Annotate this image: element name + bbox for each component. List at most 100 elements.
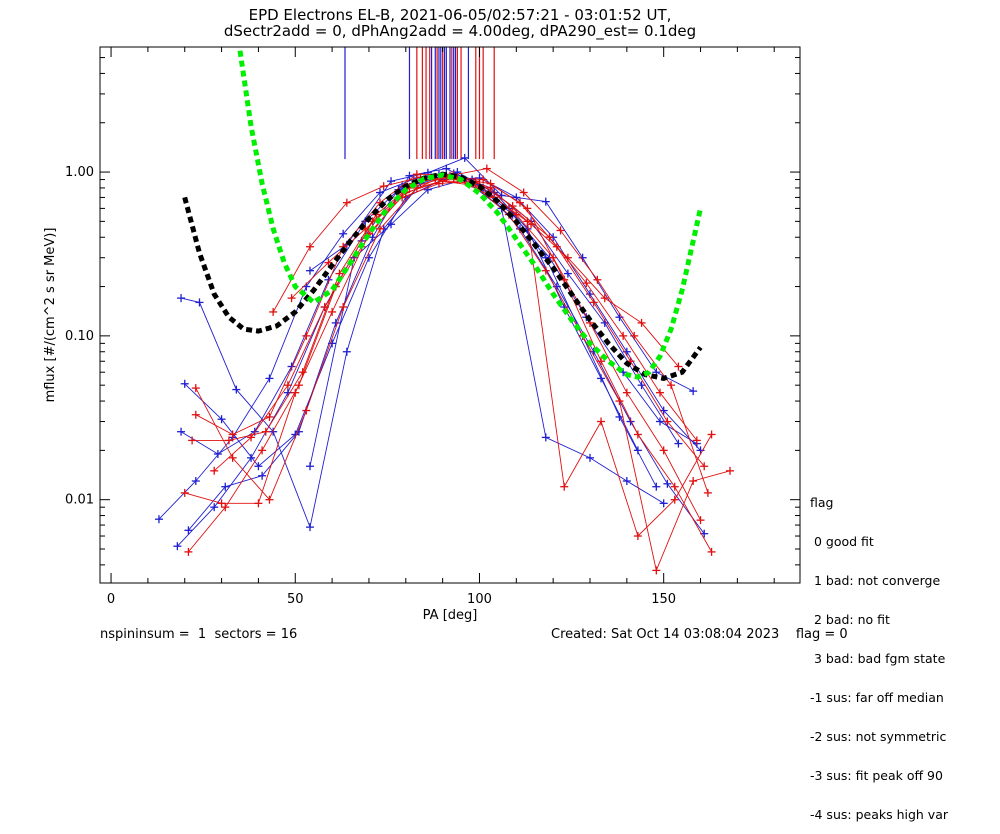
data-point (339, 303, 348, 312)
data-point (519, 188, 528, 197)
data-point (434, 179, 443, 188)
chart-title-line-2: dSectr2add = 0, dPhAng2add = 4.00deg, dP… (223, 22, 697, 40)
data-point (258, 471, 267, 480)
data-point (674, 439, 683, 448)
data-point (656, 388, 664, 397)
data-point (541, 266, 550, 275)
data-point (342, 198, 351, 207)
x-tick-label: 150 (651, 592, 676, 607)
data-point (689, 387, 698, 396)
chart-plot: 0 50 100 150 0.01 0.10 1.00 PA [deg] mflux [#/… (43, 46, 801, 623)
data-point (633, 430, 642, 439)
data-point (637, 381, 646, 390)
y-tick-label: 0.01 (65, 493, 94, 508)
data-point (700, 462, 709, 471)
legend-item: -3 sus: fit peak off 90 (810, 768, 943, 783)
chart-title-line-1: EPD Electrons EL-B, 2021-06-05/02:57:21 … (248, 6, 672, 24)
data-point (667, 381, 676, 390)
data-point (512, 210, 521, 219)
data-point (177, 294, 186, 303)
fit-curve-black (182, 171, 703, 381)
data-point (707, 430, 716, 439)
data-point (221, 482, 230, 491)
data-point (339, 229, 348, 238)
data-point (622, 477, 631, 486)
data-point (265, 374, 274, 383)
data-point (254, 462, 263, 471)
data-point (387, 177, 396, 186)
data-point (556, 226, 565, 235)
legend-item: -2 sus: not symmetric (810, 729, 947, 744)
data-point (232, 385, 241, 394)
fit-curves (182, 50, 703, 381)
data-point (689, 477, 698, 486)
footer-spin-info: nspininsum = 1 sectors = 16 (100, 627, 298, 642)
data-point (247, 433, 256, 442)
data-point (615, 397, 624, 406)
data-point (696, 516, 705, 525)
data-point (258, 446, 267, 455)
data-point (379, 182, 388, 191)
data-point (180, 379, 189, 388)
data-point (549, 253, 558, 262)
data-point (191, 384, 200, 393)
data-point (261, 427, 270, 436)
data-point (563, 269, 572, 278)
data-point (269, 307, 278, 316)
data-point (184, 526, 193, 535)
data-point (486, 183, 495, 192)
data-point (195, 298, 204, 307)
data-point (423, 185, 432, 194)
data-point (582, 279, 591, 288)
data-point (670, 495, 679, 504)
data-point (692, 436, 701, 445)
data-point (306, 242, 314, 251)
peak-lines (344, 47, 495, 160)
data-point (637, 318, 646, 327)
data-point (597, 357, 606, 366)
data-point (188, 436, 197, 445)
y-axis-label: mflux [#/(cm^2 s sr MeV)] (43, 228, 58, 403)
series-line (158, 173, 639, 520)
x-tick-label: 50 (287, 592, 304, 607)
data-point (707, 547, 716, 556)
data-point (184, 547, 193, 556)
data-point (726, 466, 734, 475)
x-axis-label: PA [deg] (423, 608, 478, 623)
data-point (247, 453, 256, 462)
data-point (589, 298, 598, 307)
data-point (154, 515, 163, 524)
series-line (291, 180, 698, 441)
data-point (306, 523, 314, 532)
data-point (659, 499, 668, 508)
data-point (663, 479, 672, 488)
data-point (423, 168, 432, 177)
data-point (368, 233, 377, 242)
data-point (221, 503, 230, 512)
data-point (265, 495, 274, 504)
data-point (213, 450, 222, 459)
data-point (560, 482, 569, 491)
data-point (283, 381, 292, 390)
legend-item: -4 sus: peaks high var (810, 807, 949, 822)
data-point (619, 331, 628, 340)
data-point (228, 430, 237, 439)
data-point (306, 266, 314, 275)
series-line (184, 180, 701, 521)
data-point (622, 388, 631, 397)
data-point (405, 171, 414, 180)
plot-frame (99, 46, 801, 584)
data-point (210, 503, 219, 512)
data-point (663, 417, 672, 426)
data-point (523, 204, 532, 213)
data-point (191, 410, 200, 419)
data-point (670, 482, 679, 491)
data-point (696, 446, 705, 455)
data-point (328, 339, 337, 348)
data-point (541, 197, 550, 206)
data-point (228, 453, 237, 462)
data-point (460, 153, 469, 162)
legend-item: 1 bad: not converge (810, 573, 941, 588)
data-point (541, 433, 550, 442)
data-point (302, 406, 311, 415)
